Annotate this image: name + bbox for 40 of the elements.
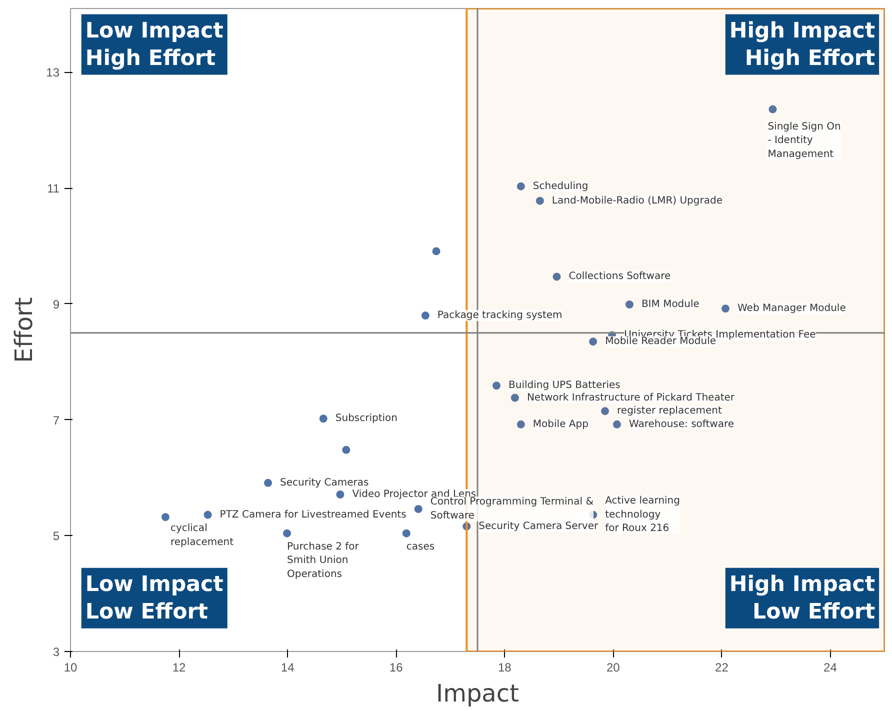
y-tick-label: 9 [52, 297, 60, 312]
y-tick-label: 13 [46, 66, 60, 80]
x-tick-label: 14 [280, 660, 295, 674]
x-tick-label: 24 [824, 660, 838, 674]
x-tick-label: 16 [389, 660, 404, 674]
data-label: BIM Module [641, 299, 700, 310]
y-tick-label: 11 [47, 182, 60, 196]
data-label: register replacement [617, 406, 722, 417]
annotation: Low Impact High Effort [85, 18, 224, 71]
data-label: Subscription [335, 413, 398, 424]
data-label: Mobile App [532, 418, 588, 430]
x-tick-label: 22 [715, 660, 729, 674]
annotation: Low Impact Low Effort [85, 572, 224, 624]
data-label: Security Camera Server [478, 520, 599, 532]
x-axis-title: Impact [436, 680, 520, 708]
data-label: Warehouse: software [628, 418, 734, 430]
x-tick-label: 12 [172, 660, 186, 674]
annotation: High Impact Low Effort [729, 572, 876, 624]
x-tick-label: 18 [498, 660, 512, 674]
data-label: Package tracking system [437, 310, 562, 322]
y-axis-title: Effort [10, 297, 38, 363]
data-label: cases [406, 541, 435, 552]
data-label: Network Infrastructure of Pickard Theater [526, 392, 736, 404]
data-label: Security Cameras [280, 477, 369, 488]
data-label: Scheduling [532, 180, 588, 192]
x-tick-label: 10 [64, 660, 78, 674]
data-label: Single Sign On - Identity Management [768, 121, 841, 160]
y-tick-label: 3 [52, 645, 60, 659]
data-label: Active learning technology for Roux 216 [605, 496, 680, 534]
data-label: Collections Software [568, 271, 671, 282]
data-label: Purchase 2 for Smith Union Operations [287, 541, 360, 580]
data-label: Building UPS Batteries [508, 380, 620, 392]
data-label: Web Manager Module [738, 303, 846, 314]
data-label: Land-Mobile-Radio (LMR) Upgrade [552, 195, 722, 206]
data-label: cyclical replacement [170, 523, 234, 548]
annotation: High Impact High Effort [729, 18, 876, 71]
data-label: PTZ Camera for Livestreamed Events [220, 509, 406, 520]
x-tick-label: 20 [606, 660, 620, 674]
y-tick-label: 5 [52, 529, 60, 544]
y-tick-label: 7 [52, 413, 60, 428]
